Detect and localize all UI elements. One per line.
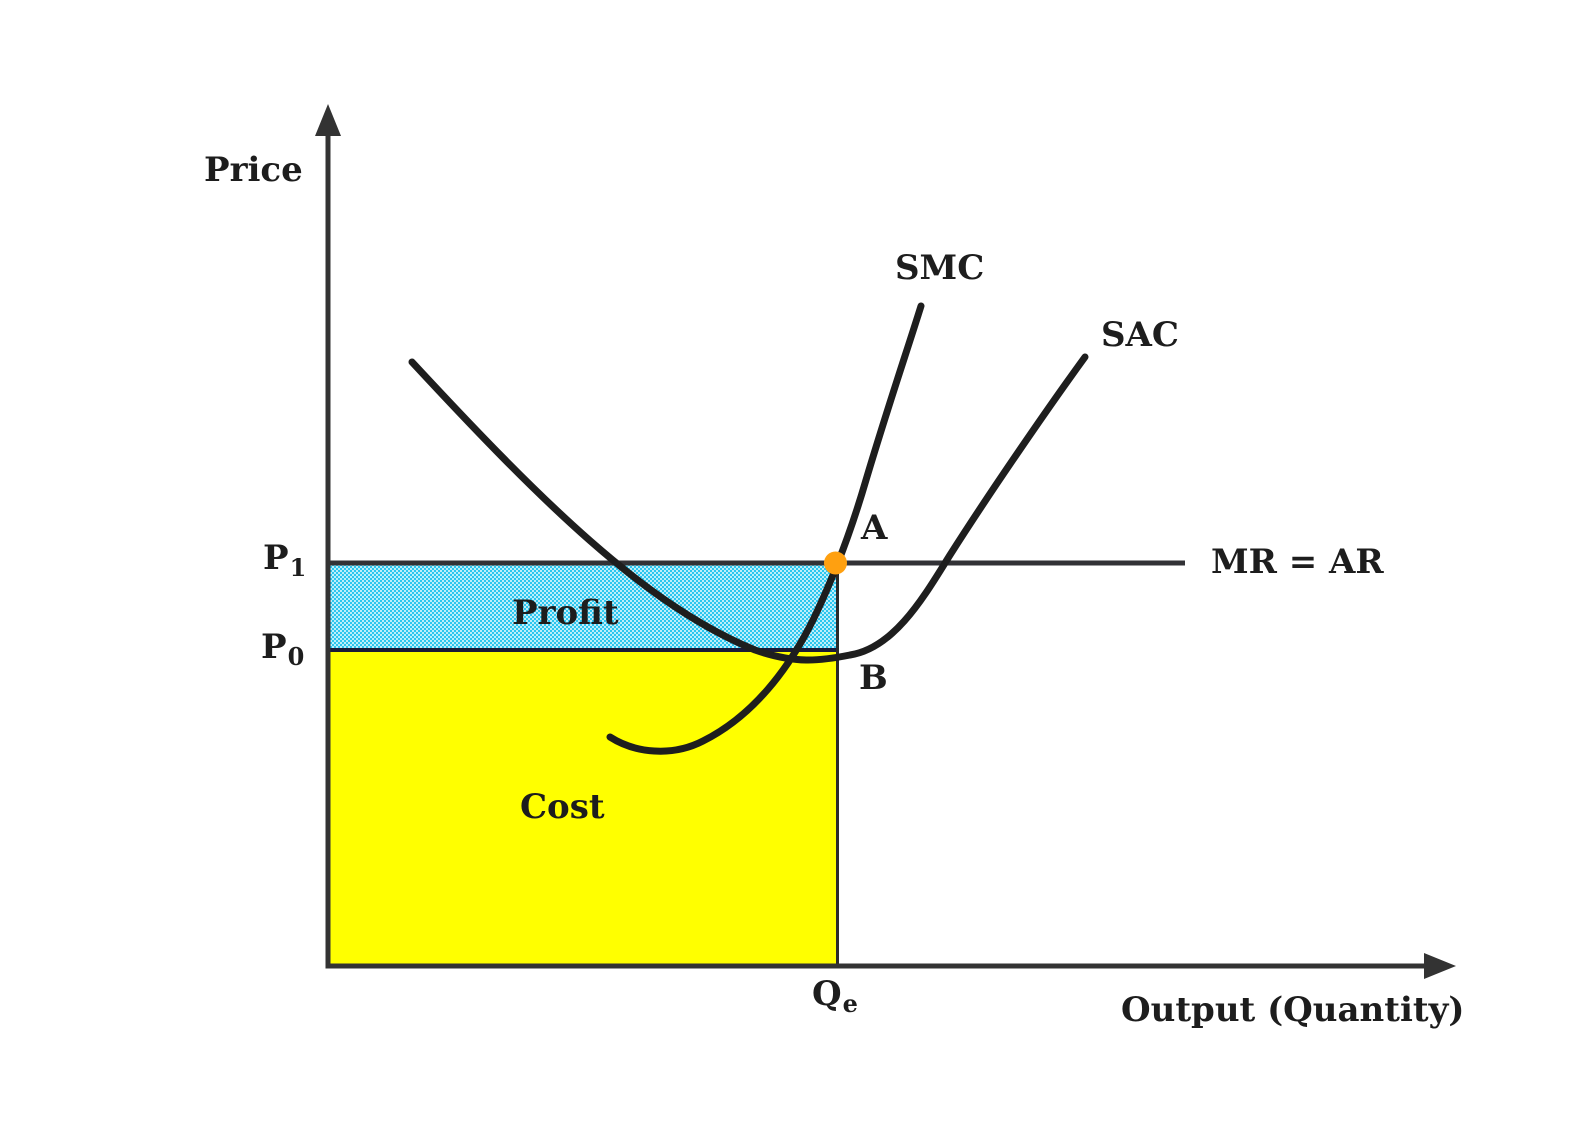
sac-curve — [408, 353, 1089, 664]
y-axis-arrow-icon — [315, 104, 341, 136]
p0-base: P — [261, 627, 287, 667]
p0-tick-label: P0 — [261, 627, 304, 669]
equilibrium-dot — [824, 551, 847, 575]
point-a-label: A — [861, 508, 888, 548]
p0-subscript: 0 — [287, 642, 305, 671]
sac-curve-label: SAC — [1101, 315, 1179, 355]
smc-curve — [606, 302, 925, 755]
qe-tick-label: Qe — [812, 974, 858, 1016]
mr-ar-line-label: MR = AR — [1211, 542, 1384, 582]
smc-curve-label: SMC — [895, 248, 985, 288]
qe-subscript: e — [842, 989, 858, 1018]
point-b-label: B — [859, 658, 888, 698]
y-axis-label: Price — [204, 150, 303, 190]
cost-region-label: Cost — [520, 787, 605, 827]
p1-subscript: 1 — [289, 553, 307, 582]
p1-base: P — [263, 538, 289, 578]
profit-region — [330, 565, 838, 649]
profit-region-label: Profit — [512, 593, 619, 633]
qe-base: Q — [812, 974, 842, 1014]
p1-tick-label: P1 — [263, 538, 306, 580]
x-axis-arrow-icon — [1424, 953, 1456, 979]
x-axis-label: Output (Quantity) — [1121, 990, 1465, 1030]
